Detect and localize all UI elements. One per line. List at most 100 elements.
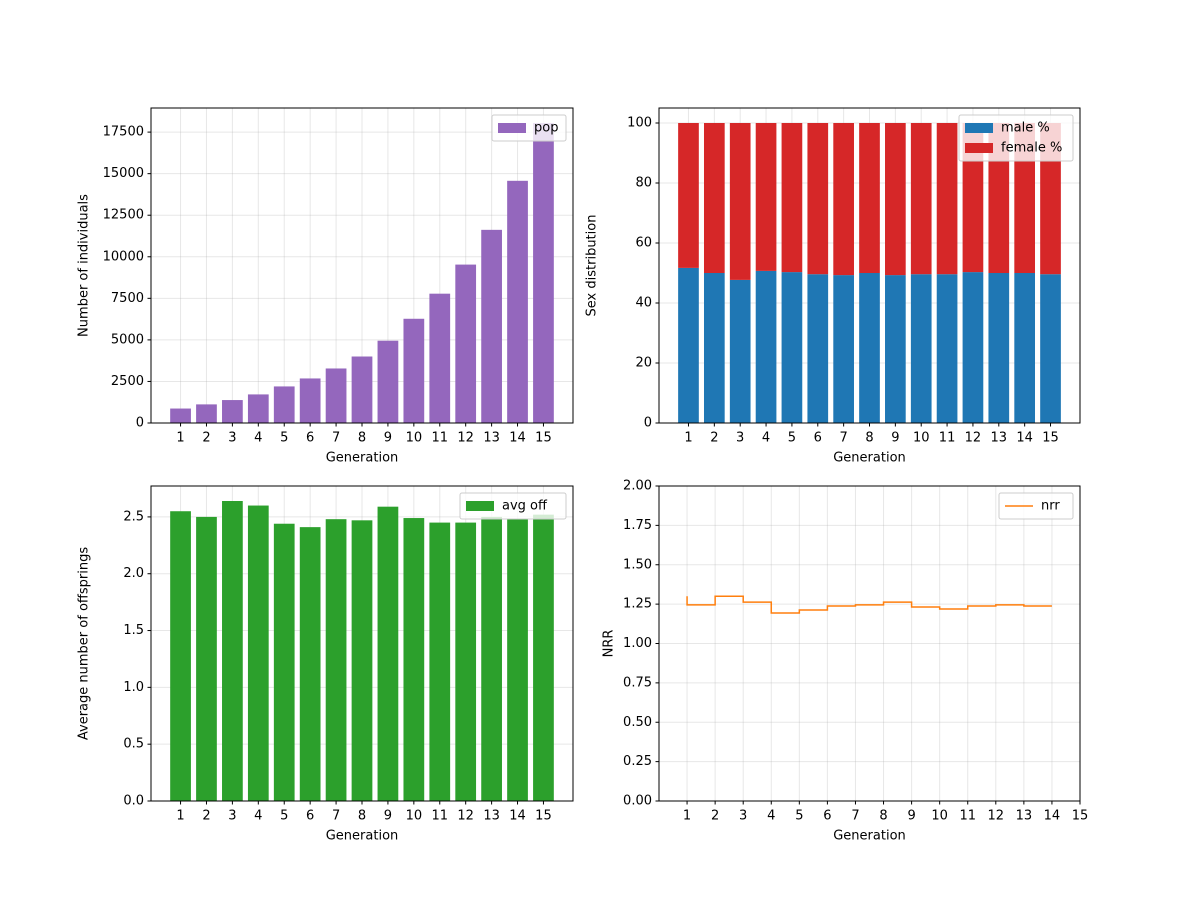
- y-tick-label: 5000: [111, 332, 144, 347]
- y-axis-label: Sex distribution: [585, 215, 600, 317]
- y-tick-label: 1.0: [123, 680, 144, 695]
- y-tick-label: 1.25: [623, 597, 652, 612]
- x-tick-label: 3: [228, 431, 236, 446]
- bar-segment: [678, 123, 699, 268]
- y-tick-label: 1.5: [123, 623, 144, 638]
- axes-frame: [150, 107, 574, 424]
- x-axis-label: Generation: [833, 451, 906, 466]
- x-tick-label: 10: [931, 809, 948, 824]
- y-tick-label: 0.75: [623, 675, 652, 690]
- bar: [196, 404, 217, 423]
- y-tick-label: 0: [644, 416, 652, 431]
- bar-segment: [910, 274, 932, 423]
- bar: [299, 527, 321, 801]
- x-tick-label: 5: [280, 809, 288, 824]
- bar-segment: [703, 273, 725, 423]
- bar-segment: [962, 272, 984, 423]
- x-axis-label: Generation: [326, 451, 399, 466]
- bar-segment: [988, 273, 1010, 423]
- y-tick-label: 0: [136, 416, 144, 431]
- x-tick-label: 5: [280, 431, 288, 446]
- x-tick-label: 6: [814, 431, 822, 446]
- x-tick-label: 3: [736, 431, 744, 446]
- y-tick-label: 0.50: [623, 715, 652, 730]
- bar: [481, 229, 502, 423]
- y-tick-label: 2.0: [123, 566, 144, 581]
- bar: [222, 400, 243, 423]
- bar: [222, 501, 243, 801]
- x-tick-label: 15: [535, 431, 552, 446]
- x-tick-label: 9: [907, 809, 915, 824]
- legend-label: avg off: [502, 499, 548, 514]
- legend: nrr: [998, 492, 1074, 520]
- bar: [533, 122, 554, 423]
- y-tick-label: 2.5: [123, 509, 144, 524]
- legend: male % female %: [958, 114, 1074, 162]
- bar: [377, 340, 399, 423]
- bar: [533, 514, 554, 801]
- x-tick-label: 14: [509, 809, 526, 824]
- y-tick-label: 0.25: [623, 754, 652, 769]
- x-tick-label: 8: [879, 809, 887, 824]
- x-tick-label: 15: [535, 809, 552, 824]
- x-tick-label: 8: [358, 809, 366, 824]
- legend-swatch: [965, 143, 993, 153]
- x-tick-label: 14: [1016, 431, 1033, 446]
- x-tick-label: 2: [710, 431, 718, 446]
- y-tick-label: 10000: [103, 249, 144, 264]
- y-tick-label: 0.0: [123, 794, 144, 809]
- bar: [481, 516, 502, 801]
- x-axis-label: Generation: [833, 829, 906, 844]
- x-tick-label: 6: [306, 809, 314, 824]
- axes-frame: [150, 485, 574, 802]
- axes-frame: [658, 107, 1081, 424]
- x-tick-label: 13: [483, 431, 500, 446]
- subplot: 0.000.250.500.751.001.251.501.752.001 2 3 4…: [602, 479, 1089, 844]
- x-axis-label: Generation: [326, 829, 399, 844]
- bar: [325, 519, 347, 801]
- bar: [273, 386, 295, 423]
- x-tick-label: 12: [457, 431, 474, 446]
- bar: [507, 180, 528, 423]
- bar-segment: [936, 123, 958, 275]
- x-tick-label: 1: [683, 809, 691, 824]
- legend-box: [459, 492, 567, 520]
- y-tick-label: 0.00: [623, 794, 652, 809]
- bar: [429, 522, 451, 801]
- bar: [455, 522, 477, 801]
- x-tick-label: 4: [762, 431, 770, 446]
- x-tick-label: 1: [684, 431, 692, 446]
- x-tick-label: 13: [1016, 809, 1033, 824]
- x-tick-label: 5: [795, 809, 803, 824]
- bar-segment: [936, 274, 958, 423]
- bar-segment: [729, 123, 751, 280]
- bar-segment: [678, 267, 699, 423]
- bar-segment: [703, 123, 725, 273]
- x-tick-label: 2: [711, 809, 719, 824]
- x-tick-label: 7: [332, 809, 340, 824]
- y-tick-label: 0.5: [123, 737, 144, 752]
- x-tick-label: 6: [823, 809, 831, 824]
- bar: [351, 520, 373, 801]
- x-tick-label: 12: [988, 809, 1005, 824]
- x-tick-label: 13: [483, 809, 500, 824]
- y-tick-label: 17500: [103, 125, 144, 140]
- x-tick-label: 10: [406, 809, 423, 824]
- x-tick-label: 7: [851, 809, 859, 824]
- bar: [403, 318, 425, 423]
- x-tick-label: 4: [254, 431, 262, 446]
- legend-swatch: [498, 123, 526, 133]
- x-tick-label: 9: [384, 431, 392, 446]
- y-tick-label: 100: [627, 116, 652, 131]
- bar-segment: [885, 123, 906, 276]
- legend-label: female %: [1001, 141, 1062, 156]
- x-tick-label: 14: [1044, 809, 1061, 824]
- y-tick-label: 2.00: [623, 479, 652, 494]
- legend-label: pop: [534, 121, 558, 136]
- legend-label: male %: [1001, 121, 1050, 136]
- legend-label: nrr: [1041, 499, 1060, 514]
- bar-segment: [781, 123, 803, 273]
